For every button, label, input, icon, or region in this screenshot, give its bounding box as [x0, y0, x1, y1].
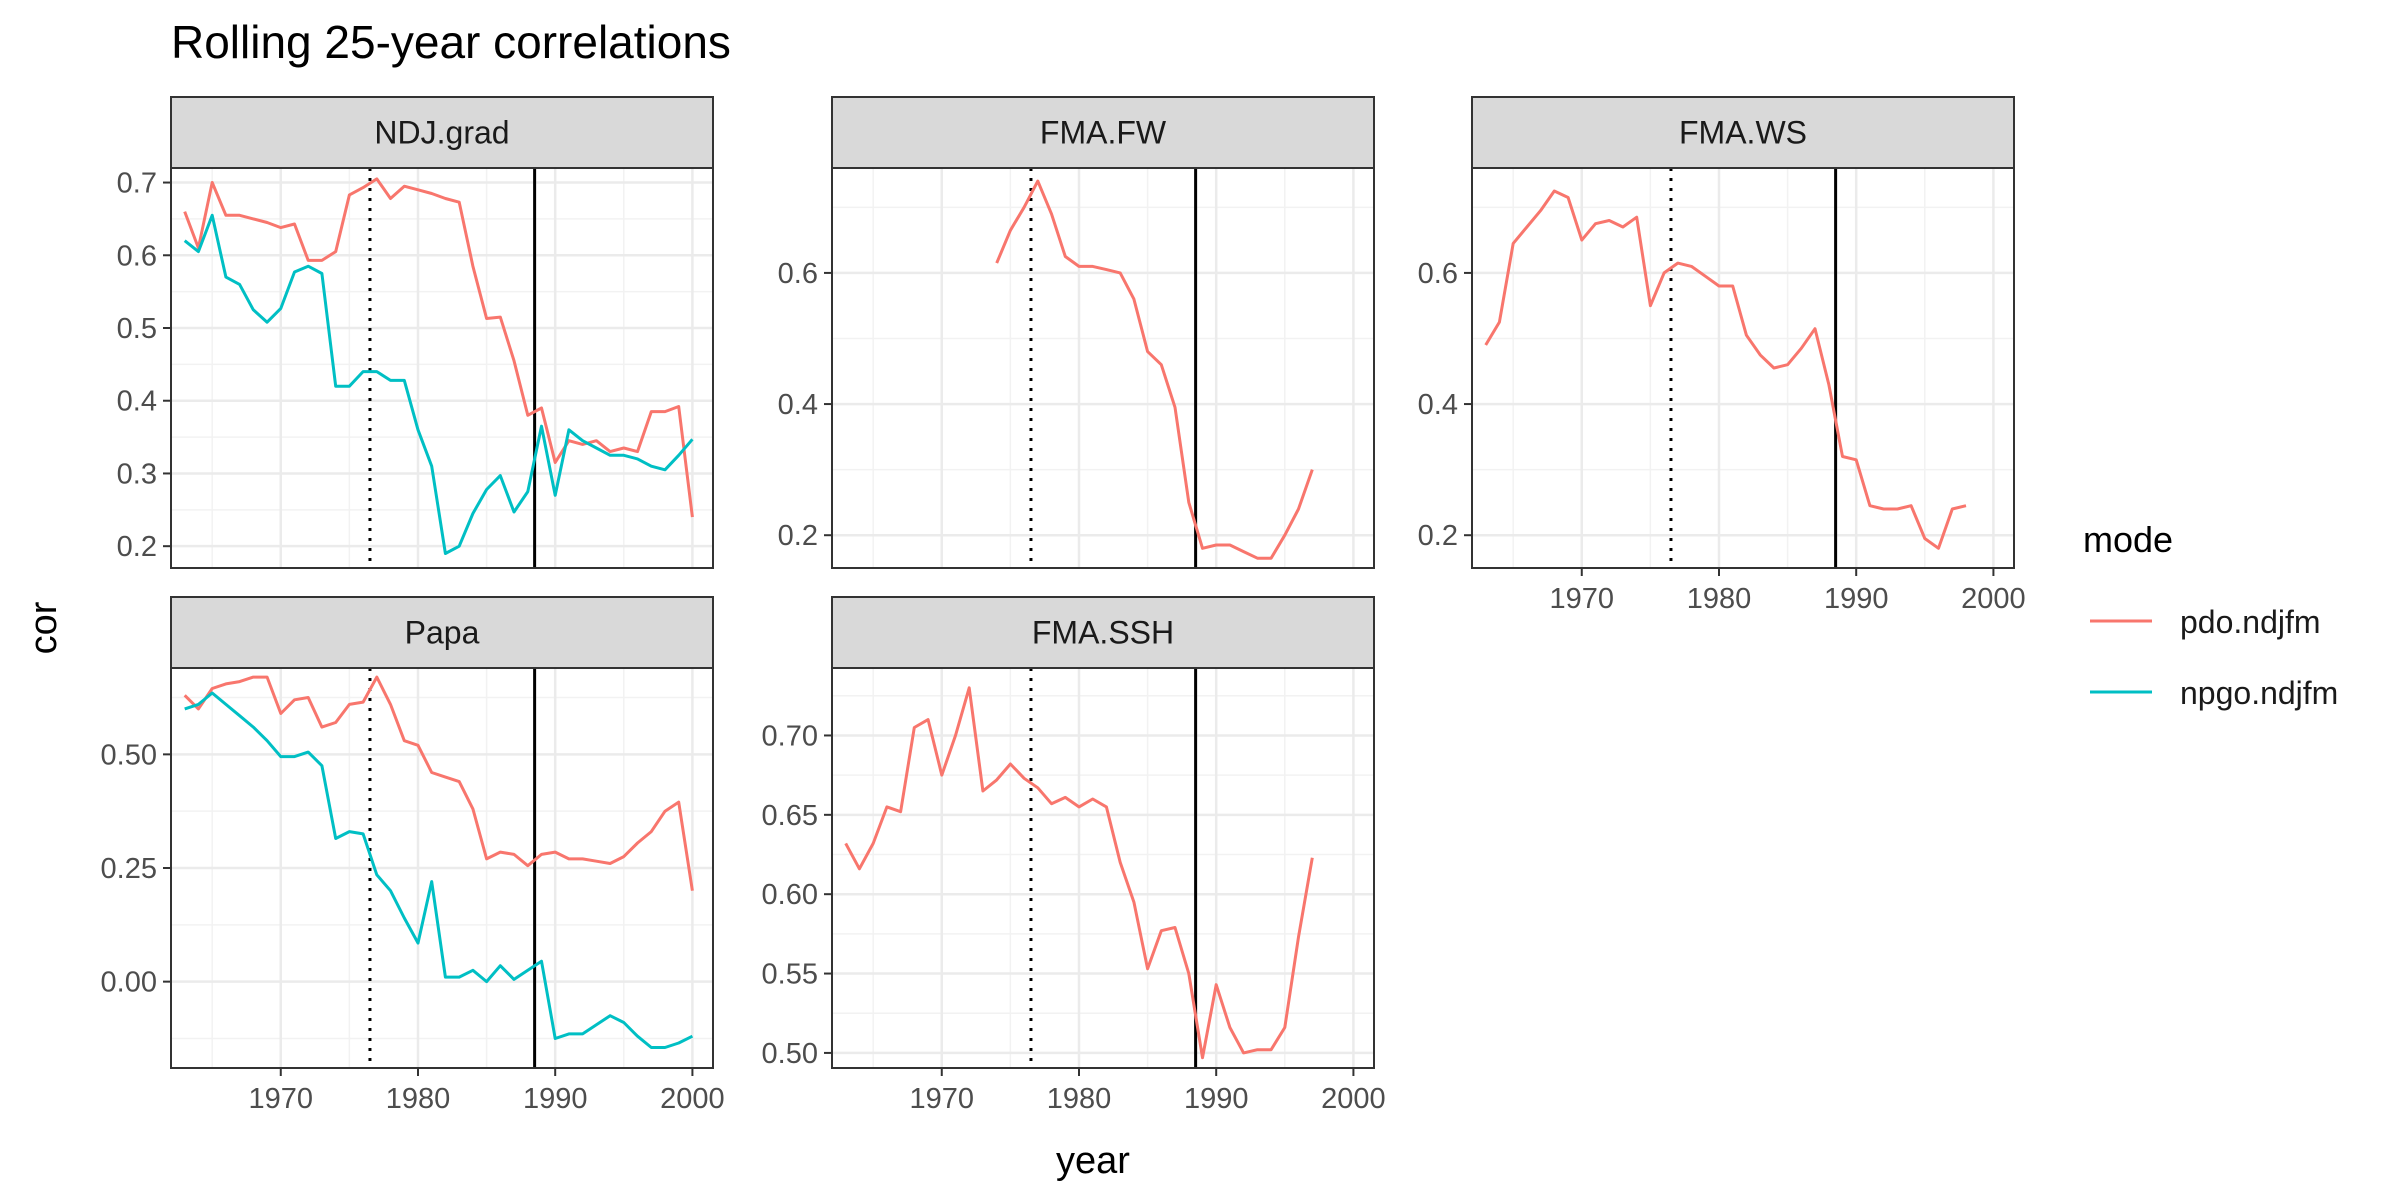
y-axis-label: cor	[23, 601, 65, 654]
strip-label: FMA.SSH	[1032, 615, 1174, 651]
panel-border	[831, 167, 1375, 569]
panel-fma-ws: FMA.WS 0.2 0.4 0.6 1970 1980 1990 2000	[1418, 96, 2026, 615]
y-tick-label: 0.25	[101, 853, 157, 885]
x-tick-label: 2000	[1961, 583, 2026, 615]
y-tick-label: 0.6	[1418, 258, 1458, 290]
y-tick-label: 0.70	[762, 720, 818, 752]
panel-border	[831, 667, 1375, 1069]
y-tick-label: 0.2	[778, 520, 818, 552]
series-line-pdo	[1484, 189, 1967, 550]
y-tick-label: 0.5	[117, 313, 157, 345]
panel-ndj-grad: NDJ.grad 0.2 0.3 0.4 0.5 0.6 0.7	[117, 96, 714, 569]
y-tick-label: 0.4	[1418, 389, 1458, 421]
x-tick-label: 1970	[910, 1083, 975, 1115]
panel-fma-ssh: FMA.SSH 0.50 0.55 0.60 0.65 0.70 1970 1980 1990 2…	[762, 596, 1386, 1115]
y-tick-label: 0.4	[778, 389, 818, 421]
y-tick-label: 0.60	[762, 879, 818, 911]
y-tick-label: 0.6	[117, 240, 157, 272]
panel-border	[1471, 167, 2015, 569]
legend-label-pdo: pdo.ndjfm	[2180, 604, 2321, 640]
y-tick-label: 0.50	[762, 1038, 818, 1070]
strip-background	[170, 596, 714, 669]
y-tick-label: 0.6	[778, 258, 818, 290]
panel-papa: Papa 0.00 0.25 0.50 1970 1980 1990 2000	[101, 596, 725, 1115]
strip-label: NDJ.grad	[374, 115, 509, 151]
x-tick-label: 1980	[386, 1083, 451, 1115]
strip-label: Papa	[405, 615, 480, 651]
panel-fma-fw: FMA.FW 0.2 0.4 0.6	[778, 96, 1375, 569]
strip-label: FMA.FW	[1040, 115, 1167, 151]
y-tick-label: 0.00	[101, 967, 157, 999]
x-tick-label: 1990	[523, 1083, 588, 1115]
y-tick-label: 0.50	[101, 739, 157, 771]
y-tick-label: 0.4	[117, 386, 157, 418]
y-tick-label: 0.2	[1418, 520, 1458, 552]
x-tick-label: 1990	[1184, 1083, 1249, 1115]
y-tick-label: 0.7	[117, 168, 157, 200]
series-line-npgo	[183, 213, 694, 555]
plot-background	[171, 168, 713, 568]
plot-background	[1472, 168, 2014, 568]
chart-title: Rolling 25-year correlations	[171, 16, 731, 68]
facet-panels: NDJ.grad 0.2 0.3 0.4 0.5 0.6 0.7 FMA.FW 0.2 0.4 0.…	[101, 96, 2026, 1115]
strip-background	[831, 596, 1375, 669]
x-tick-label: 1980	[1687, 583, 1752, 615]
x-tick-label: 2000	[1321, 1083, 1386, 1115]
series-line-npgo	[184, 691, 694, 1049]
x-axis-label: year	[1056, 1140, 1130, 1182]
plot-background	[832, 168, 1374, 568]
y-tick-label: 0.3	[117, 458, 157, 490]
y-tick-label: 0.65	[762, 800, 818, 832]
series-line-pdo	[183, 177, 694, 518]
x-tick-label: 1970	[249, 1083, 314, 1115]
x-tick-label: 1980	[1047, 1083, 1112, 1115]
legend-item-pdo: pdo.ndjfm	[2090, 604, 2321, 640]
strip-background	[1471, 96, 2015, 169]
x-tick-label: 1970	[1550, 583, 1615, 615]
strip-background	[170, 96, 714, 169]
x-tick-label: 1990	[1824, 583, 1889, 615]
series-line-pdo	[995, 179, 1314, 560]
y-tick-label: 0.2	[117, 531, 157, 563]
legend-item-npgo: npgo.ndjfm	[2090, 675, 2338, 711]
series-line-pdo	[183, 675, 694, 891]
legend-label-npgo: npgo.ndjfm	[2180, 675, 2338, 711]
x-tick-label: 2000	[660, 1083, 725, 1115]
legend-title: mode	[2083, 519, 2173, 560]
panel-border	[170, 167, 714, 569]
legend: mode pdo.ndjfm npgo.ndjfm	[2083, 519, 2338, 711]
y-tick-label: 0.55	[762, 959, 818, 991]
strip-background	[831, 96, 1375, 169]
strip-label: FMA.WS	[1679, 115, 1807, 151]
series-line-pdo	[844, 686, 1314, 1060]
